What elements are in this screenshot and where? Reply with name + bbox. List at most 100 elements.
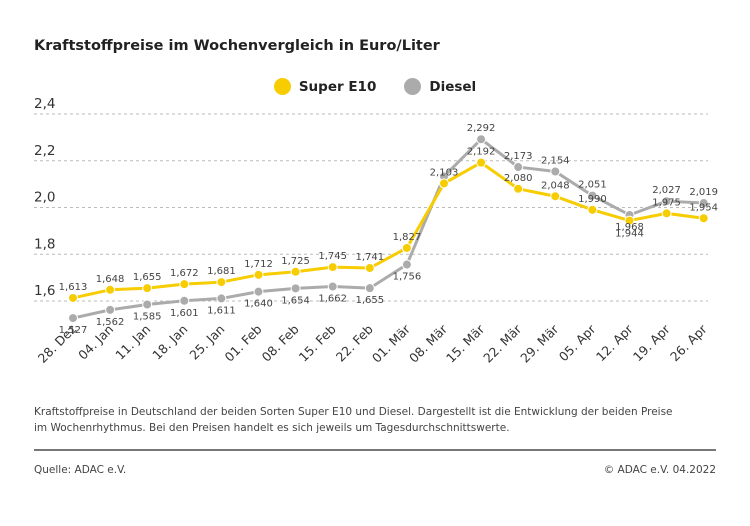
chart-legend: Super E10 Diesel xyxy=(0,78,750,95)
data-label-super-e10: 1,681 xyxy=(207,266,236,277)
y-tick-label: 2,2 xyxy=(34,143,55,159)
data-label-diesel: 1,654 xyxy=(281,295,310,306)
x-tick-label: 18. Jan xyxy=(149,322,190,363)
data-point-super-e10 xyxy=(587,204,598,215)
data-label-diesel: 2,051 xyxy=(578,180,607,191)
data-label-super-e10: 1,672 xyxy=(170,268,199,279)
y-tick-label: 1,6 xyxy=(34,283,55,299)
data-label-diesel: 1,601 xyxy=(170,308,199,319)
data-label-super-e10: 1,944 xyxy=(615,229,644,240)
x-tick-label: 05. Apr xyxy=(556,321,599,364)
data-label-super-e10: 1,827 xyxy=(393,232,422,243)
source-note: Quelle: ADAC e.V. xyxy=(34,464,127,476)
data-point-diesel xyxy=(327,281,338,292)
chart-title: Kraftstoffpreise im Wochenvergleich in E… xyxy=(34,38,440,54)
data-label-diesel: 1,968 xyxy=(615,222,644,233)
y-tick-label: 1,8 xyxy=(34,236,55,252)
data-label-diesel: 1,527 xyxy=(59,325,88,336)
data-point-super-e10 xyxy=(216,277,227,288)
legend-item-diesel: Diesel xyxy=(404,78,476,95)
data-point-super-e10 xyxy=(364,263,375,274)
data-label-super-e10: 2,192 xyxy=(467,147,496,158)
data-label-diesel: 1,655 xyxy=(355,295,384,306)
data-point-super-e10 xyxy=(401,242,412,253)
legend-item-super-e10: Super E10 xyxy=(273,78,376,95)
x-tick-label: 01. Feb xyxy=(221,321,264,364)
data-label-diesel: 1,585 xyxy=(133,312,162,323)
data-point-super-e10 xyxy=(179,279,190,290)
data-point-super-e10 xyxy=(290,266,301,277)
data-point-super-e10 xyxy=(253,269,264,280)
x-tick-label: 22. Mär xyxy=(480,321,525,366)
data-point-super-e10 xyxy=(698,213,709,224)
x-tick-label: 25. Jan xyxy=(186,322,227,363)
x-tick-label: 15. Mär xyxy=(443,321,488,366)
data-label-super-e10: 1,655 xyxy=(133,272,162,283)
data-label-diesel: 1,611 xyxy=(207,305,236,316)
x-tick-label: 01. Mär xyxy=(369,321,414,366)
data-point-diesel xyxy=(661,196,672,207)
x-tick-label: 15. Feb xyxy=(296,321,339,364)
data-label-super-e10: 1,613 xyxy=(59,282,88,293)
data-point-super-e10 xyxy=(105,284,116,295)
data-point-diesel xyxy=(698,198,709,209)
data-point-diesel xyxy=(550,166,561,177)
data-point-super-e10 xyxy=(439,178,449,189)
data-label-diesel: 1,640 xyxy=(244,299,273,310)
data-label-diesel: 2,154 xyxy=(541,156,570,167)
data-point-super-e10 xyxy=(68,292,78,303)
data-point-super-e10 xyxy=(476,157,487,168)
data-point-diesel xyxy=(142,299,153,310)
data-label-super-e10: 2,103 xyxy=(430,167,459,178)
y-tick-label: 2,4 xyxy=(34,96,55,112)
legend-swatch-diesel xyxy=(404,78,422,95)
data-label-super-e10: 1,725 xyxy=(281,256,310,267)
data-point-diesel xyxy=(364,283,375,294)
data-label-diesel: 2,173 xyxy=(504,151,533,162)
data-label-diesel: 2,027 xyxy=(652,185,681,196)
data-point-super-e10 xyxy=(550,191,561,202)
x-tick-label: 08. Feb xyxy=(259,321,302,364)
data-point-diesel xyxy=(253,286,264,297)
data-point-diesel xyxy=(105,304,116,315)
data-point-diesel xyxy=(216,293,227,304)
data-label-diesel: 1,662 xyxy=(318,294,347,305)
data-label-diesel: 2,292 xyxy=(467,123,496,134)
x-tick-label: 22. Feb xyxy=(333,321,376,364)
legend-swatch-super-e10 xyxy=(273,78,291,95)
data-label-super-e10: 1,648 xyxy=(96,274,125,285)
data-label-super-e10: 1,745 xyxy=(318,251,347,262)
x-tick-label: 12. Apr xyxy=(593,321,636,364)
data-label-super-e10: 2,048 xyxy=(541,180,570,191)
series-line-super-e10 xyxy=(72,161,704,300)
data-label-super-e10: 1,990 xyxy=(578,194,607,205)
data-label-super-e10: 1,712 xyxy=(244,259,273,270)
data-label-super-e10: 1,975 xyxy=(652,197,681,208)
legend-label-diesel: Diesel xyxy=(429,78,477,95)
data-point-diesel xyxy=(179,295,190,306)
y-tick-label: 2,0 xyxy=(34,190,55,206)
x-tick-label: 29. Mär xyxy=(517,321,562,366)
data-point-diesel xyxy=(476,134,487,145)
copyright-note: © ADAC e.V. 04.2022 xyxy=(603,464,716,476)
data-label-super-e10: 2,080 xyxy=(504,173,533,184)
data-point-diesel xyxy=(513,162,524,173)
footer-divider xyxy=(34,449,716,451)
data-point-diesel xyxy=(68,313,78,324)
data-label-super-e10: 1,741 xyxy=(355,252,384,263)
data-point-diesel xyxy=(401,259,412,270)
data-label-diesel: 2,019 xyxy=(689,187,718,198)
data-point-super-e10 xyxy=(327,262,338,273)
data-point-super-e10 xyxy=(142,283,153,294)
x-tick-label: 26. Apr xyxy=(667,321,710,364)
data-label-diesel: 1,756 xyxy=(393,272,422,283)
x-tick-label: 19. Apr xyxy=(630,321,673,364)
chart-footnote: Kraftstoffpreise in Deutschland der beid… xyxy=(34,406,673,434)
series-line-diesel xyxy=(72,137,704,320)
data-point-super-e10 xyxy=(624,215,635,226)
data-point-diesel xyxy=(587,190,598,201)
data-point-super-e10 xyxy=(661,208,672,219)
data-point-super-e10 xyxy=(513,183,524,194)
data-label-super-e10: 1,954 xyxy=(689,202,718,213)
